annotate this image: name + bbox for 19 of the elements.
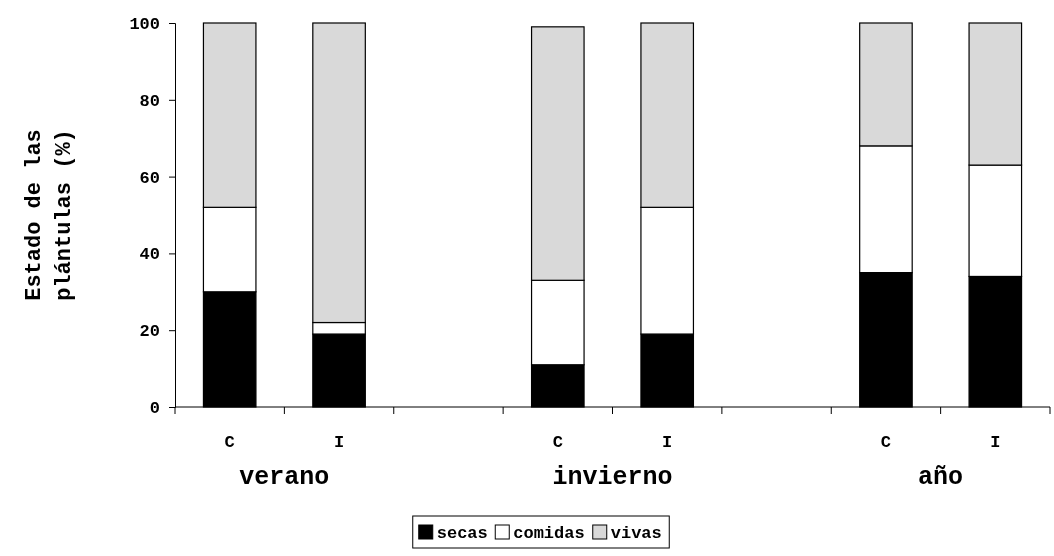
legend-label: comidas [513, 524, 585, 543]
y-tick-label: 40 [139, 245, 160, 265]
y-tick-label: 20 [139, 322, 160, 342]
text: año [918, 463, 964, 492]
x-tick-label: I [333, 433, 345, 452]
y-tick-label: 60 [139, 168, 160, 188]
y-tick-label: 80 [139, 91, 160, 111]
y-axis-title: Estado de las plántulas (%) [22, 129, 77, 301]
x-tick-label: C [224, 433, 235, 452]
x-tick-label: C [880, 433, 892, 452]
x-tick-label: I [662, 433, 673, 452]
legend-label: vivas [610, 524, 662, 543]
legend-label: secas [436, 524, 488, 543]
x-tick-label: C [552, 433, 563, 452]
text: verano [239, 463, 330, 492]
y-tick-label: 100 [129, 14, 160, 34]
y-tick-label: 0 [149, 398, 160, 418]
text: invierno [552, 463, 673, 492]
x-tick-label: I [990, 433, 1001, 452]
